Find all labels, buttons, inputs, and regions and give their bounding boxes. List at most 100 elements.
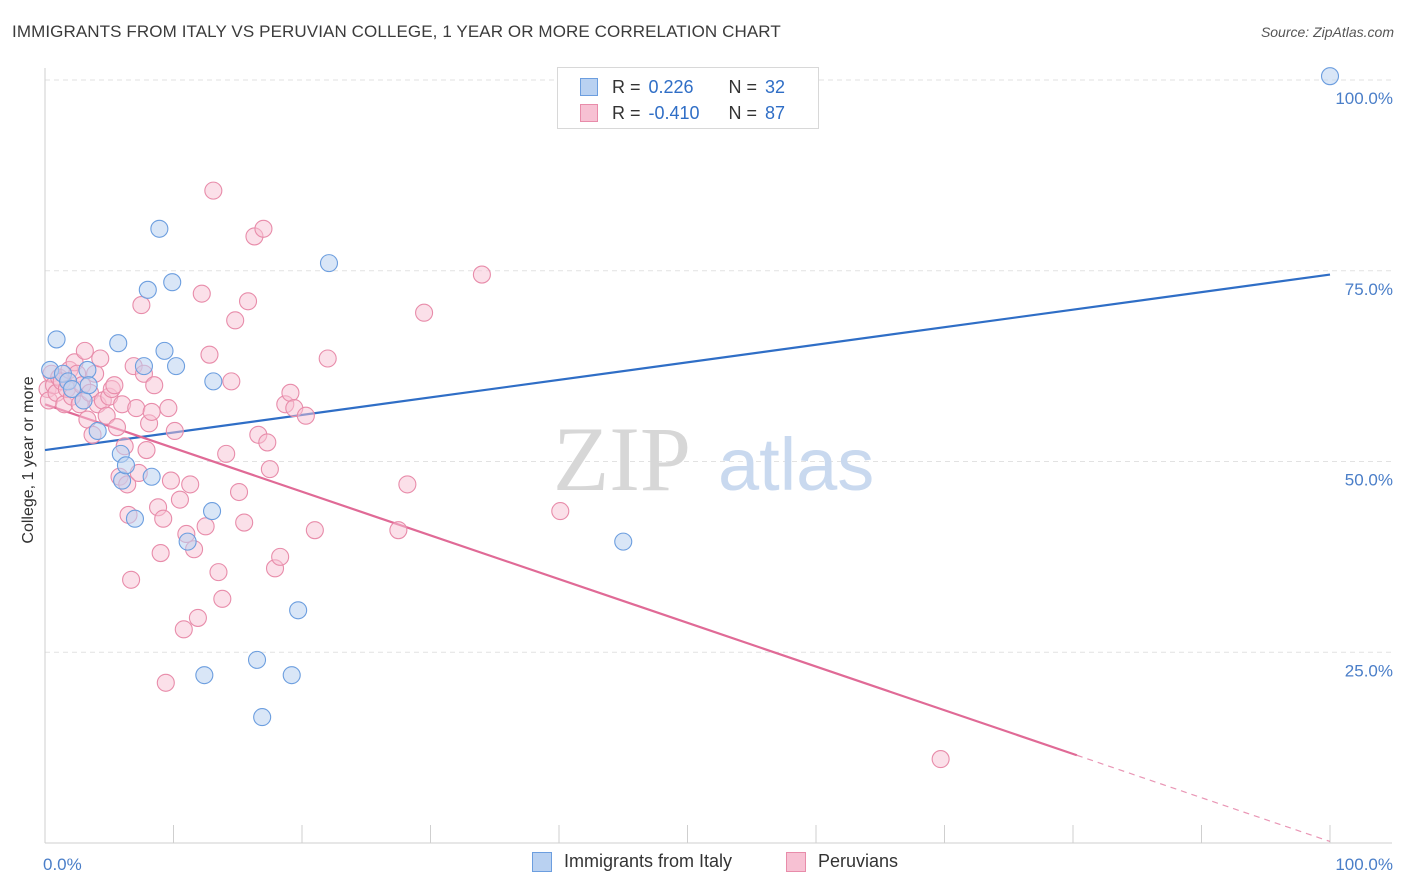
grid-lines — [45, 79, 1392, 653]
peruvians-point — [281, 383, 300, 402]
italy-point — [155, 341, 174, 360]
peruvians-swatch — [786, 851, 806, 872]
legend-r-label: R = — [612, 76, 641, 97]
peruvians-point — [472, 265, 491, 284]
italy-swatch — [532, 851, 552, 872]
italy-point — [47, 330, 66, 349]
italy-point — [74, 391, 93, 410]
series-legend: Immigrants from Italy Peruvians — [0, 851, 1406, 877]
peruvians-point — [156, 673, 175, 692]
y-tick-label: 100.0% — [1335, 89, 1393, 108]
italy-points — [41, 67, 1340, 727]
italy-point — [319, 254, 339, 273]
peruvians-point — [145, 376, 164, 395]
italy-point — [178, 532, 197, 551]
peruvians-point — [105, 376, 124, 395]
peruvians-point — [204, 181, 223, 200]
italy-point — [79, 376, 98, 395]
peruvians-point — [188, 608, 207, 627]
italy-point — [138, 280, 157, 299]
source-credit: Source: ZipAtlas.com — [1260, 24, 1394, 40]
italy-trend-line — [44, 273, 1331, 452]
peruvians-point — [137, 441, 156, 460]
italy-point — [88, 421, 107, 441]
peruvians-point — [296, 406, 315, 425]
italy-point — [203, 502, 222, 521]
chart-title: IMMIGRANTS FROM ITALY VS PERUVIAN COLLEG… — [12, 22, 781, 41]
italy-point — [289, 601, 308, 620]
peruvians-point — [196, 517, 215, 536]
peruvians-point — [235, 513, 254, 532]
legend-row-italy: R = 0.226 N = 32 — [580, 76, 785, 98]
peruvians-point — [222, 372, 241, 391]
italy-point — [167, 357, 186, 376]
peruvians-point — [132, 296, 151, 315]
peruvians-trend-extension — [1076, 754, 1331, 843]
y-tick-label: 75.0% — [1345, 280, 1393, 299]
italy-point — [1320, 67, 1340, 86]
x-tick-label: 0.0% — [43, 855, 82, 874]
italy-point — [109, 334, 128, 353]
italy-point — [142, 467, 161, 486]
correlation-legend: R = 0.226 N = 32 R = -0.410 N = 87 — [557, 67, 819, 129]
peruvians-point — [97, 406, 116, 425]
peruvians-point — [226, 311, 245, 330]
peruvians-point — [75, 341, 94, 360]
y-tick-labels: 25.0% 50.0% 75.0% 100.0% — [1335, 89, 1393, 680]
legend-item-italy[interactable]: Immigrants from Italy — [532, 851, 732, 872]
italy-point — [134, 357, 153, 376]
italy-swatch — [580, 78, 598, 96]
legend-row-peruvians: R = -0.410 N = 87 — [580, 102, 785, 124]
watermark-atlas: atlas — [718, 423, 874, 506]
peruvians-point — [238, 292, 258, 311]
peruvians-point — [271, 547, 290, 566]
y-axis-title: College, 1 year or more — [20, 376, 37, 543]
italy-point — [282, 666, 301, 685]
peruvians-point — [161, 471, 180, 490]
legend-r-value: 0.226 — [648, 76, 694, 97]
italy-point — [614, 532, 633, 551]
peruvians-trend-line — [44, 403, 1078, 757]
x-tick-label: 100.0% — [1335, 855, 1393, 874]
y-tick-label: 25.0% — [1345, 661, 1393, 680]
legend-label: Peruvians — [818, 851, 899, 871]
legend-item-peruvians[interactable]: Peruvians — [786, 851, 898, 872]
peruvians-point — [165, 421, 184, 441]
peruvians-point — [209, 563, 228, 582]
peruvians-point — [318, 349, 337, 368]
legend-n-value: 32 — [765, 76, 786, 97]
italy-point — [195, 666, 214, 685]
x-tick-labels: 0.0% 100.0% — [43, 855, 1393, 874]
peruvians-point — [127, 399, 146, 418]
italy-point — [253, 708, 272, 727]
peruvians-point — [931, 750, 950, 769]
peruvians-point — [151, 544, 170, 563]
peruvians-point — [389, 521, 408, 540]
legend-r-label: R = — [612, 102, 641, 123]
watermark: ZIP atlas — [553, 408, 874, 510]
peruvians-point — [170, 490, 189, 509]
watermark-zip: ZIP — [553, 408, 691, 510]
peruvians-point — [229, 482, 249, 502]
italy-point — [125, 509, 144, 528]
trend-lines — [44, 273, 1331, 843]
peruvians-point — [398, 475, 417, 494]
axes — [44, 68, 1392, 844]
peruvians-point — [154, 509, 173, 528]
italy-point — [204, 372, 223, 391]
peruvians-point — [107, 418, 127, 437]
peruvians-point — [254, 219, 273, 238]
peruvians-point — [174, 620, 193, 639]
peruvians-point — [142, 402, 161, 421]
peruvians-point — [213, 589, 232, 608]
peruvians-point — [200, 345, 219, 364]
peruvians-point — [551, 502, 570, 521]
peruvians-point — [258, 433, 277, 452]
peruvians-point — [122, 570, 141, 589]
legend-label: Immigrants from Italy — [564, 851, 733, 871]
peruvians-point — [159, 399, 178, 418]
legend-n-label: N = — [728, 102, 758, 123]
peruvians-point — [181, 475, 200, 494]
legend-r-value: -0.410 — [648, 102, 700, 123]
